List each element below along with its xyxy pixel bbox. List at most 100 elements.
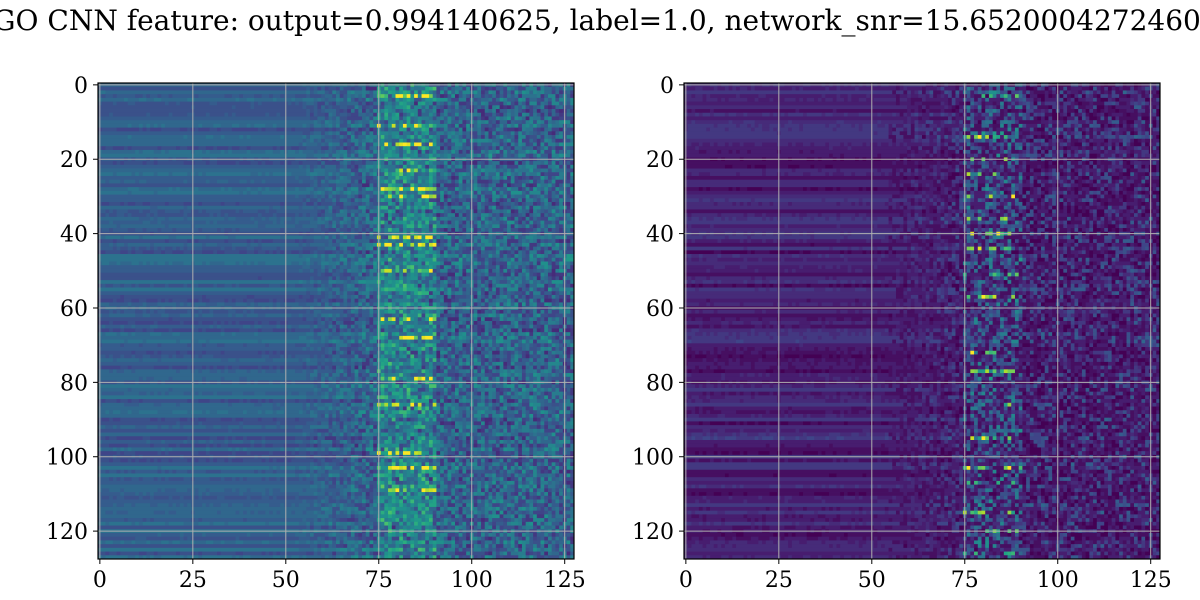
heatmap-cell-run [328,224,333,229]
heatmap-cell-run [313,109,318,114]
heatmap-cell-run [302,205,315,210]
heatmap-cell-run [551,228,556,233]
heatmap-cell-run [544,235,549,240]
heatmap-cell-run [187,309,192,314]
heatmap-cell-run [503,268,508,274]
heatmap-cell-run [503,135,508,140]
heatmap-cell-run [391,135,396,140]
heatmap-cell-run [213,220,218,225]
heatmap-cell-run [440,265,445,270]
heatmap-cell-run [384,261,389,266]
heatmap-cell-run [321,309,344,314]
heatmap-cell-run [209,309,214,314]
heatmap-cell-run [525,149,530,155]
heatmap-cell-run [428,183,434,188]
heatmap-cell-run [358,209,363,214]
heatmap-cell-run [443,135,448,140]
heatmap-cell-run [406,146,411,151]
heatmap-cell-run [306,86,311,91]
heatmap-cell-run [466,324,471,329]
heatmap-cell-run [194,97,236,102]
heatmap-cell-run [321,202,333,207]
heatmap-cell-run [347,280,352,285]
heatmap-cell-run [510,142,515,147]
heatmap-cell-run [477,239,482,244]
heatmap-cell-run [484,198,489,203]
heatmap-cell-run [555,276,560,281]
heatmap-cell-run [358,127,363,132]
heatmap-cell-run [306,194,311,199]
heatmap-cell-run [436,135,441,140]
heatmap-cell-run [436,287,441,292]
heatmap-cell-run [499,135,504,140]
heatmap-cell-run [384,257,389,262]
heatmap-cell-run [484,146,489,151]
heatmap-cell-run [269,205,274,210]
heatmap-cell-run [313,228,322,233]
heatmap-cell-run [570,127,575,132]
heatmap-cell-run [250,123,255,129]
heatmap-cell-run [451,153,456,158]
heatmap-cell-run [332,116,337,121]
heatmap-cell-run [350,112,359,117]
heatmap-cell-run [354,228,359,233]
heatmap-cell-run [146,261,151,266]
heatmap-cell-run [477,287,482,292]
heatmap-cell-run [362,146,367,151]
heatmap-cell-run [484,265,489,270]
heatmap-cell-run [138,235,144,240]
heatmap-cell-run [406,179,411,184]
heatmap-cell-run [540,175,545,181]
heatmap-cell-run [228,187,233,192]
heatmap-cell-run [570,175,575,181]
heatmap-cell-run [384,216,389,221]
heatmap-cell-run [328,97,337,102]
heatmap-cell-run [402,216,408,221]
heatmap-cell-run [324,172,329,177]
heatmap-cell-run [447,294,452,300]
heatmap-cell-run [127,321,136,326]
heatmap-cell-run [473,224,478,229]
heatmap-cell-run [529,205,534,210]
heatmap-cell-run [510,235,515,240]
heatmap-cell-run [369,294,374,300]
heatmap-cell-run [417,321,426,326]
heatmap-cell-run [306,112,311,117]
heatmap-cell-run [402,168,408,173]
heatmap-cell-run [309,257,322,262]
heatmap-cell-run [209,101,218,106]
heatmap-cell-run [306,298,315,303]
heatmap-cell-run [276,123,303,129]
heatmap-cell-run [343,287,348,292]
heatmap-cell-run [473,276,478,281]
heatmap-cell-run [547,272,553,277]
heatmap-cell-run [350,250,355,255]
heatmap-cell-run [473,280,478,285]
heatmap-cell-run [510,94,515,99]
heatmap-cell-run [432,239,437,244]
heatmap-cell-run [261,172,266,177]
heatmap-cell-run [265,127,277,132]
heatmap-cell-run [488,202,497,207]
heatmap-cell-run [495,239,501,244]
heatmap-cell-run [499,153,504,158]
heatmap-cell-run [566,321,571,326]
heatmap-cell-run [362,261,367,266]
heatmap-cell-run [492,146,497,151]
heatmap-cell-run [369,228,374,233]
heatmap-cell-run [373,101,378,106]
heatmap-cell-run [481,112,486,117]
heatmap-cell-run [559,109,564,114]
heatmap-cell-run [373,123,378,129]
heatmap-cell-run [451,161,456,166]
heatmap-cell-run [302,202,307,207]
heatmap-cell-run [399,131,404,136]
heatmap-cell-run [217,250,225,255]
heatmap-cell-run [395,123,400,129]
heatmap-cell-run [373,94,378,99]
heatmap-cell-run [533,228,538,233]
heatmap-cell-run [428,123,434,129]
heatmap-cell-run [127,135,132,140]
heatmap-cell-run [261,324,277,329]
